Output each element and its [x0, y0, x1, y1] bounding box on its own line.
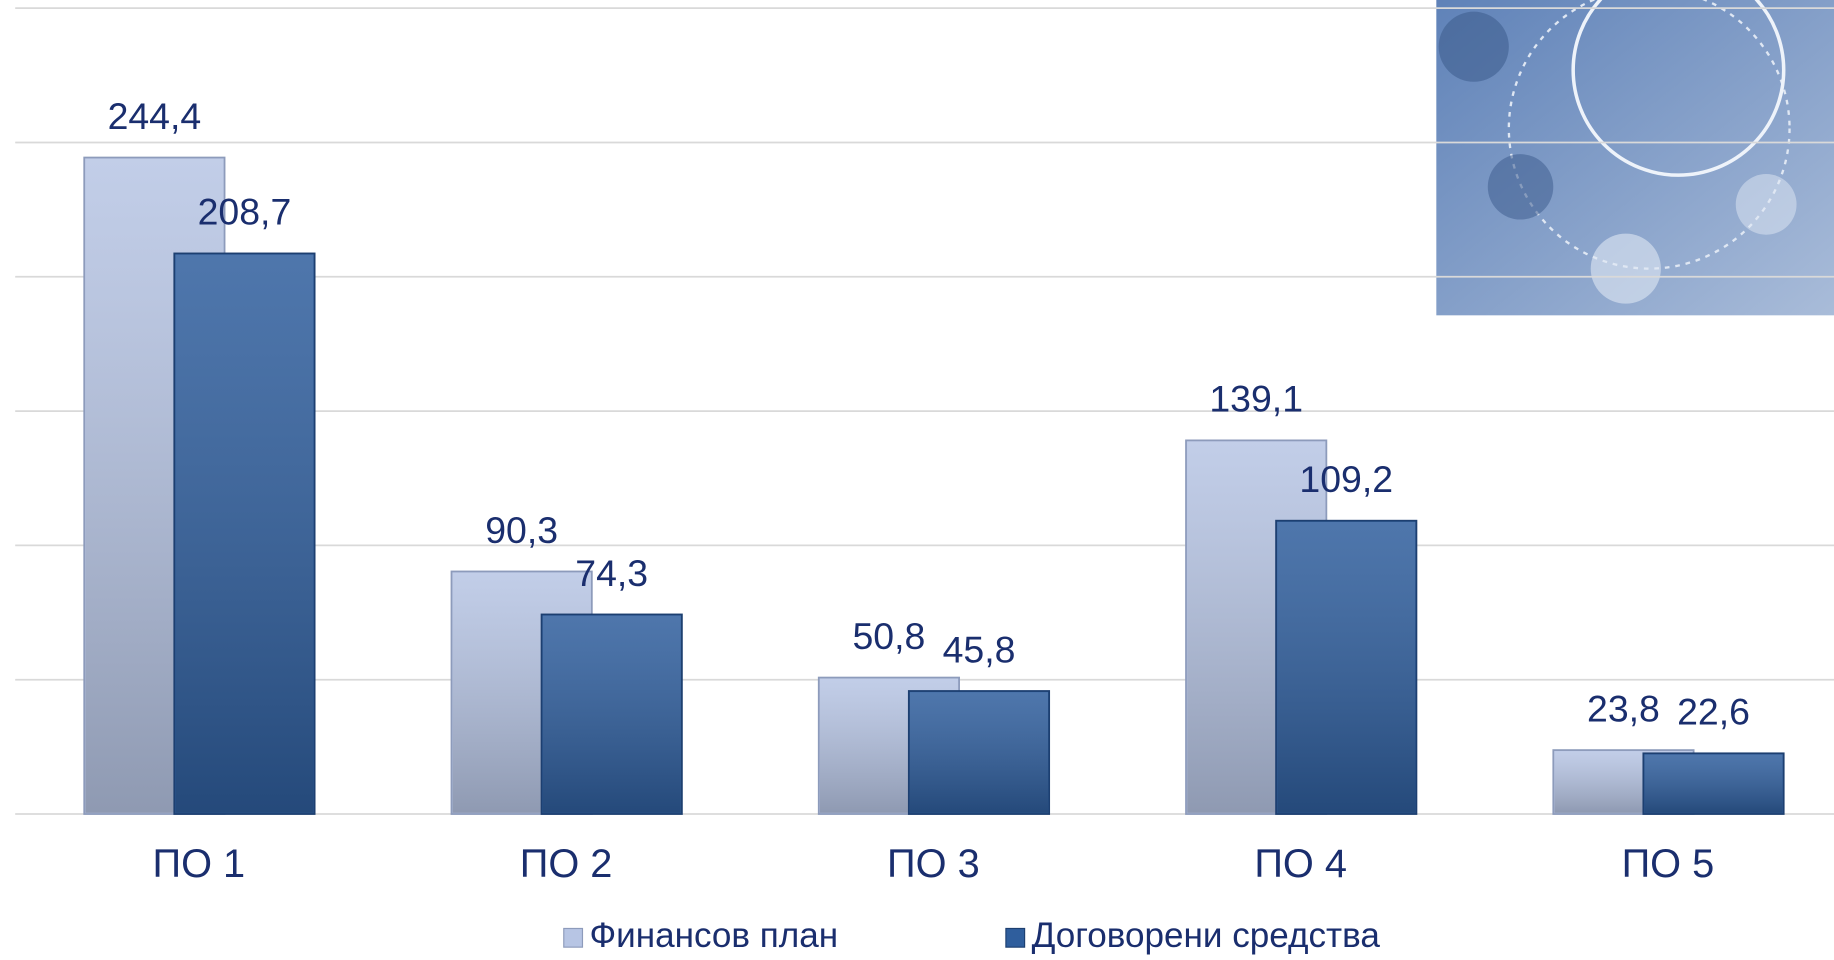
bar-shade [175, 254, 314, 813]
data-label: 45,8 [943, 628, 1016, 670]
bar-shade [1277, 521, 1416, 813]
data-label: 139,1 [1209, 378, 1303, 420]
x-tick-label: ПО 3 [887, 842, 980, 886]
data-label: 244,4 [108, 95, 202, 137]
data-label: 22,6 [1677, 691, 1750, 733]
legend-label: Договорени средства [1032, 916, 1381, 955]
data-label: 90,3 [485, 509, 558, 551]
x-tick-label: ПО 2 [520, 842, 613, 886]
x-tick-label: ПО 5 [1622, 842, 1715, 886]
legend-label: Финансов план [590, 916, 839, 955]
data-label: 23,8 [1587, 687, 1660, 729]
data-label: 50,8 [853, 615, 926, 657]
photo [1436, 0, 1834, 316]
x-tick-label: ПО 1 [153, 842, 246, 886]
legend-marker [563, 927, 584, 948]
bar-shade [1644, 754, 1783, 813]
data-label: 208,7 [198, 191, 292, 233]
bar-shade [909, 692, 1048, 813]
data-label: 74,3 [575, 552, 648, 594]
x-tick-label: ПО 4 [1254, 842, 1347, 886]
legend-marker [1005, 927, 1026, 948]
bar-shade [542, 615, 681, 813]
data-label: 109,2 [1299, 458, 1393, 500]
